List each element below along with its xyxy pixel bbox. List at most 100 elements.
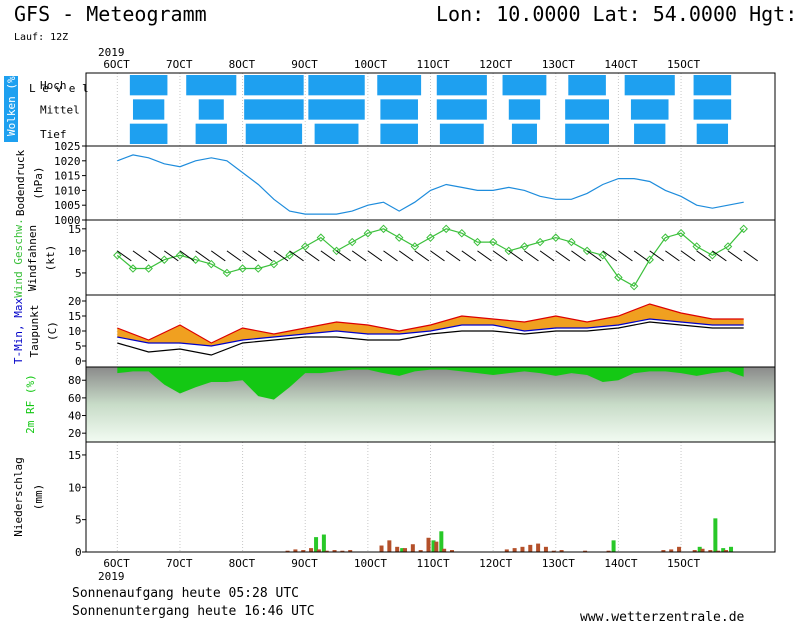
wind-marker-2 [144,264,153,273]
wind-marker-32 [614,273,623,282]
wind-ylabel2: Windfahnen [26,225,39,291]
precip-rain-bar-19 [504,549,509,552]
precip-rain-bar-16 [434,541,439,552]
precip-rain-bar-10 [387,540,392,552]
cloud-cell-Hoch-6 [502,75,547,96]
wind-barb-27 [539,250,555,262]
cloud-cell-Hoch-7 [568,75,606,96]
pressure-line [117,154,744,215]
wind-marker-35 [661,233,670,242]
pressure-ytick-4: 1020 [54,155,81,168]
cloud-cell-Hoch-3 [308,75,365,96]
wind-barb-11 [289,250,304,262]
day-tick-top-2: 8OCT [229,58,256,71]
wind-marker-23 [473,237,482,247]
pressure-unit: (hPa) [32,166,45,199]
precipitation-ytick-2: 10 [68,481,81,494]
wind-marker-13 [316,233,326,242]
precip-rain-bar-33 [700,548,705,552]
pressure-ytick-0: 1000 [54,214,81,227]
temperature-ytick-2: 10 [68,325,81,338]
wind-barb-22 [461,250,477,262]
precip-convective-bar-16 [439,531,444,552]
day-tick-bottom-7: 13OCT [542,557,575,570]
precip-rain-bar-11 [395,546,400,552]
wind-barb-6 [210,250,226,262]
day-tick-bottom-1: 7OCT [166,557,193,570]
wind-barb-17 [383,250,398,262]
day-tick-bottom-2: 8OCT [229,557,256,570]
wind-barb-7 [226,250,242,262]
precip-rain-bar-7 [340,550,345,552]
wind-barb-23 [477,250,492,262]
wind-marker-6 [207,259,216,269]
panel-frame-precipitation [85,441,776,553]
wind-marker-3 [160,255,169,264]
pressure-ytick-3: 1015 [54,170,81,183]
wind-barb-3 [164,250,179,262]
day-tick-bottom-8: 14OCT [604,557,637,570]
day-tick-top-7: 13OCT [542,58,575,71]
precip-rain-bar-25 [551,550,556,552]
wind-barb-8 [242,250,257,262]
cloud-cell-Hoch-0 [129,75,168,96]
precip-convective-bar-15 [431,540,436,552]
precip-rain-bar-5 [324,550,329,552]
cloud-cell-Tief-4 [380,123,418,144]
wind-barb-29 [571,250,586,262]
cloud-cell-Mittel-9 [693,99,732,120]
cloud-cell-Mittel-2 [244,99,304,120]
precip-rain-bar-23 [536,543,541,552]
cloud-cell-Hoch-8 [624,75,675,96]
precip-rain-bar-6 [332,550,337,552]
precip-rain-bar-28 [606,550,611,552]
wind-marker-15 [347,237,357,247]
pressure-ytick-2: 1010 [54,184,81,197]
humidity-ytick-3: 80 [68,374,81,387]
precip-rain-bar-36 [724,550,729,552]
wind-barb-5 [195,250,210,262]
precip-convective-bar-3 [314,537,319,552]
precip-convective-bar-34 [713,518,718,552]
wind-barb-16 [367,250,383,262]
cloud-cell-Tief-8 [634,123,666,144]
wind-line [116,228,745,288]
precip-rain-bar-12 [403,548,408,552]
wind-marker-22 [457,228,467,238]
cloud-cell-Mittel-8 [630,99,669,120]
meteogram-title: GFS - Meteogramm [14,2,207,26]
day-tick-bottom-5: 11OCT [417,557,450,570]
temperature-T-Min-line [117,318,744,347]
temperature-ytick-0: 0 [75,355,82,368]
precipitation-ytick-1: 5 [75,514,82,527]
wind-unit: (kt) [44,245,57,272]
precip-rain-bar-18 [449,550,454,552]
precip-rain-bar-20 [512,548,517,552]
wind-marker-38 [708,251,717,260]
precip-convective-bar-36 [729,546,734,552]
cloud-cell-Mittel-6 [508,99,541,120]
temperature-ylabel2: Taupunkt [28,305,41,358]
cloud-cell-Mittel-4 [380,99,418,120]
year-label-bottom: 2019 [98,570,125,583]
wind-barb-33 [633,250,649,262]
cloud-cell-Hoch-9 [693,75,732,96]
wind-ytick-2: 15 [68,223,81,236]
day-tick-top-9: 15OCT [667,58,700,71]
wind-barb-18 [398,250,414,262]
day-tick-bottom-9: 15OCT [667,557,700,570]
precip-rain-bar-3 [309,548,314,552]
wind-marker-24 [488,237,498,247]
wind-barb-32 [618,250,633,262]
cloud-level-0: Hoch [40,79,67,92]
cloud-ylabel: Wolken (%) [5,70,18,136]
day-tick-top-3: 9OCT [291,58,318,71]
wind-marker-12 [300,242,310,251]
day-tick-bottom-0: 6OCT [103,557,130,570]
precip-rain-bar-2 [301,550,306,552]
wind-marker-5 [191,255,200,264]
precip-rain-bar-27 [583,550,588,552]
wind-marker-4 [175,251,185,260]
cloud-cell-Tief-5 [439,123,484,144]
